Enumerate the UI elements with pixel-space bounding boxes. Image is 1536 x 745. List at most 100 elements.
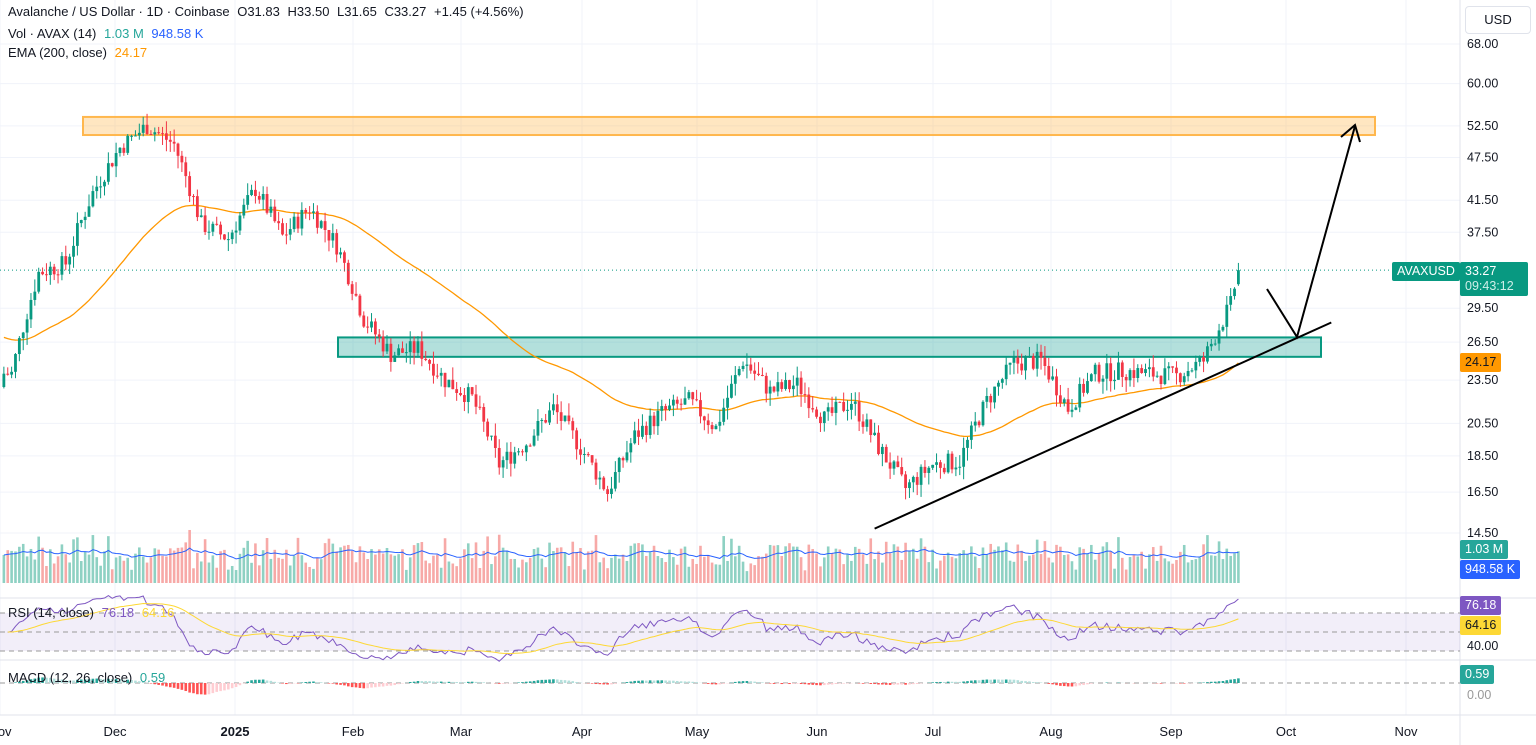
candle-body xyxy=(350,284,354,294)
macd-bar xyxy=(478,681,482,683)
volume-bar xyxy=(161,555,164,583)
candle-body xyxy=(33,291,37,300)
currency-button[interactable]: USD xyxy=(1465,6,1531,34)
volume-bar xyxy=(1151,547,1155,583)
candle-body xyxy=(470,387,474,395)
volume-bar xyxy=(699,545,702,583)
candle-body xyxy=(106,163,110,182)
candle-body xyxy=(215,223,219,225)
volume-bar xyxy=(1004,542,1008,583)
candle-body xyxy=(896,461,900,468)
macd-bar xyxy=(304,682,308,683)
macd-bar xyxy=(49,677,52,683)
volume-bar xyxy=(989,543,993,583)
volume-bar xyxy=(1229,555,1232,583)
candle-body xyxy=(381,336,385,352)
candle-body xyxy=(385,343,389,352)
volume-bar xyxy=(1020,550,1023,583)
candle-body xyxy=(900,467,904,475)
volume-bar xyxy=(87,554,91,583)
volume-bar xyxy=(919,538,923,583)
volume-bar xyxy=(540,558,544,583)
macd-bar xyxy=(370,683,373,688)
volume-bar xyxy=(552,551,555,583)
volume-bar xyxy=(896,546,900,583)
candle-body xyxy=(660,406,664,411)
volume-bar xyxy=(354,562,358,583)
volume-bar xyxy=(1225,548,1229,583)
volume-bar xyxy=(1202,544,1205,583)
candle-body xyxy=(161,133,164,135)
volume-bar xyxy=(29,548,33,583)
volume-bar xyxy=(672,557,675,583)
volume-bar xyxy=(900,559,904,583)
time-axis-label: Feb xyxy=(342,724,364,739)
volume-bar xyxy=(238,553,242,583)
volume-bar xyxy=(792,546,795,583)
volume-bar xyxy=(72,539,75,583)
candle-body xyxy=(942,467,946,473)
volume-bar xyxy=(165,556,168,583)
macd-bar xyxy=(424,681,427,683)
volume-bar xyxy=(970,546,973,583)
volume-bar xyxy=(528,557,532,583)
candle-body xyxy=(517,451,520,453)
macd-bar xyxy=(377,683,381,687)
candle-body xyxy=(582,453,586,455)
macd-bar xyxy=(598,683,602,685)
macd-bar xyxy=(915,683,919,684)
volume-bar xyxy=(730,538,733,583)
volume-bar xyxy=(377,549,381,583)
candle-body xyxy=(726,397,729,408)
candle-body xyxy=(1190,370,1194,372)
candle-body xyxy=(1039,351,1043,358)
volume-bar xyxy=(776,545,780,583)
macd-bar xyxy=(68,680,71,683)
candle-body xyxy=(137,132,141,136)
candle-body xyxy=(126,135,130,153)
volume-bar xyxy=(703,556,706,583)
volume-ma-value: 948.58 K xyxy=(151,26,204,41)
candle-body xyxy=(203,215,207,233)
volume-bar xyxy=(1082,548,1085,583)
macd-bar xyxy=(873,683,876,685)
volume-bar xyxy=(1051,562,1054,583)
volume-bar xyxy=(1078,547,1082,583)
volume-bar xyxy=(79,561,83,583)
volume-bar xyxy=(443,538,447,583)
volume-bar xyxy=(103,551,106,583)
macd-bar xyxy=(884,683,888,685)
macd-bar xyxy=(997,679,1000,683)
volume-bar xyxy=(780,556,784,583)
candle-body xyxy=(312,211,315,213)
macd-bar xyxy=(312,681,315,683)
candle-body xyxy=(300,209,304,229)
volume-bar xyxy=(819,566,822,583)
candle-body xyxy=(199,215,203,218)
volume-bar xyxy=(823,557,826,583)
macd-bar xyxy=(559,679,563,683)
volume-bar xyxy=(679,548,683,583)
volume-bar xyxy=(915,558,919,583)
candle-body xyxy=(714,425,718,430)
macd-bar xyxy=(1028,681,1031,683)
rsi-ma-tag: 64.16 xyxy=(1460,616,1502,635)
candle-body xyxy=(857,401,861,422)
volume-bar xyxy=(145,562,149,583)
volume-bar xyxy=(261,550,265,583)
volume-bar xyxy=(1136,556,1140,583)
macd-bar xyxy=(474,681,478,683)
volume-bar xyxy=(1105,542,1109,583)
price-axis-label: 14.50 xyxy=(1467,526,1498,540)
macd-bar xyxy=(877,683,880,685)
macd-bar xyxy=(637,680,640,683)
candle-body xyxy=(784,380,788,389)
candle-body xyxy=(184,162,188,177)
candle-body xyxy=(822,411,826,424)
macd-bar xyxy=(134,680,137,683)
volume-bar xyxy=(118,555,122,583)
candle-body xyxy=(1202,357,1205,362)
candle-body xyxy=(954,467,958,470)
volume-bar xyxy=(559,547,563,583)
